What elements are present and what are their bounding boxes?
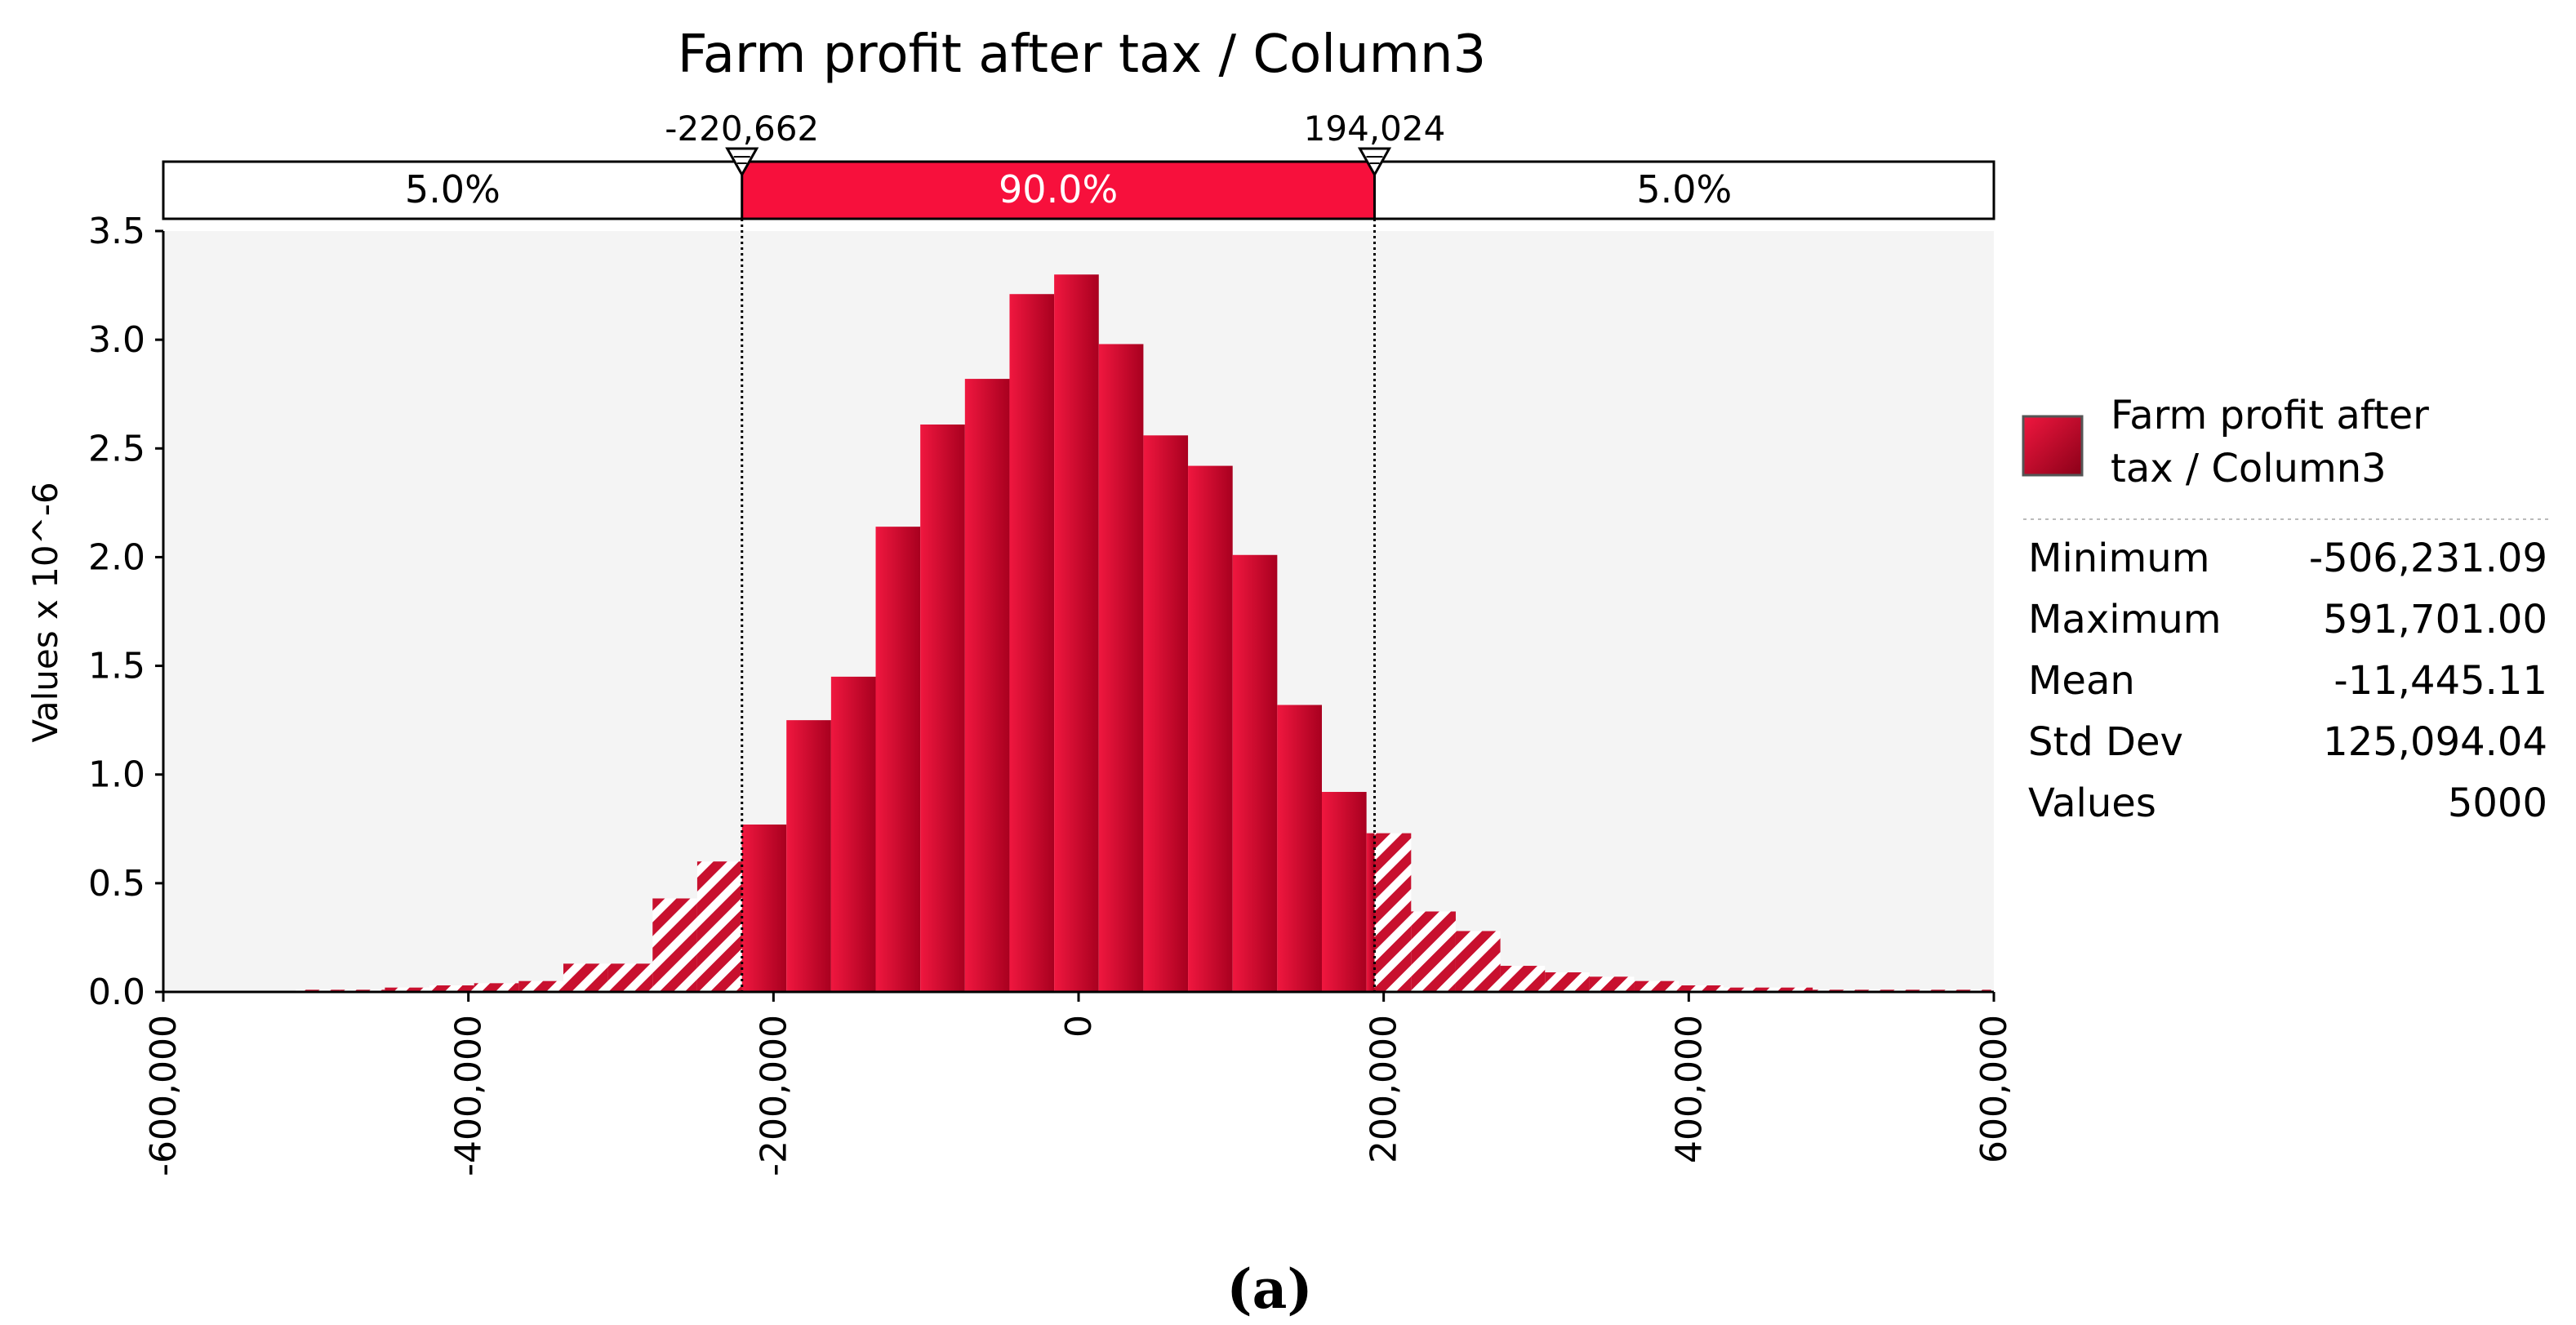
histogram-bar — [563, 963, 608, 992]
histogram-bar — [1589, 976, 1635, 992]
histogram-bar — [1321, 792, 1367, 992]
statistics-table: Minimum -506,231.09 Maximum 591,701.00 Mean -… — [2028, 536, 2547, 826]
stat-name: Std Dev — [2028, 719, 2183, 765]
y-tick-label: 3.5 — [88, 211, 145, 252]
x-tick-label: -600,000 — [143, 1015, 185, 1176]
histogram-bar — [1277, 705, 1322, 992]
stat-value: -11,445.11 — [2334, 658, 2547, 704]
x-tick-label: 400,000 — [1668, 1015, 1710, 1163]
histogram-bar — [1098, 344, 1144, 992]
legend: Farm profit after tax / Column3 — [2022, 393, 2549, 520]
delimiter-marker-icon — [1357, 147, 1392, 178]
region-percent-label: 5.0% — [405, 167, 501, 211]
stat-name: Mean — [2028, 658, 2135, 704]
legend-series-line-1: Farm profit after — [2111, 393, 2429, 438]
y-tick-label: 2.0 — [88, 536, 145, 578]
histogram-bar — [1374, 833, 1412, 992]
x-tick-label: -200,000 — [753, 1015, 794, 1176]
histogram-bar — [964, 379, 1010, 992]
legend-series-line-2: tax / Column3 — [2111, 446, 2387, 491]
histogram-bar — [1143, 435, 1189, 992]
stat-value: 125,094.04 — [2323, 719, 2547, 765]
legend-swatch — [2022, 415, 2084, 477]
delimiter-value-label: -220,662 — [665, 109, 819, 149]
histogram-bars — [296, 274, 1991, 992]
histogram-bar — [1768, 987, 1813, 992]
stat-name: Maximum — [2028, 597, 2222, 642]
histogram-bar — [429, 985, 474, 992]
stat-value: 591,701.00 — [2323, 597, 2547, 642]
y-tick-label: 1.0 — [88, 754, 145, 796]
stat-value: -506,231.09 — [2309, 536, 2547, 581]
histogram-bar — [696, 861, 742, 992]
chart-title: Farm profit after tax / Column3 — [678, 24, 1486, 85]
x-tick-label: -400,000 — [448, 1015, 490, 1176]
histogram-bar — [786, 720, 831, 992]
histogram-bar — [1411, 911, 1456, 992]
x-tick-label: 200,000 — [1364, 1015, 1405, 1163]
histogram-bar — [830, 676, 876, 992]
histogram-bar — [1232, 554, 1278, 992]
histogram-bar — [1054, 274, 1099, 992]
region-percent-label: 5.0% — [1636, 167, 1732, 211]
axes: 0.0 0.5 1.0 1.5 2.0 2.5 3.0 3.5 -600,000 -400,000… — [88, 211, 2015, 1176]
histogram-bar — [1455, 931, 1501, 992]
histogram-bar — [474, 983, 519, 992]
delimiter-value-label: 194,024 — [1304, 109, 1446, 149]
figure-caption: (a) — [1226, 1257, 1312, 1321]
y-tick-label: 0.0 — [88, 972, 145, 1013]
percentile-band: 5.0% 90.0% 5.0% -220,662 194,024 — [162, 109, 1995, 220]
stat-name: Values — [2028, 780, 2156, 826]
histogram-bar — [920, 424, 965, 992]
y-tick-label: 3.0 — [88, 319, 145, 361]
stat-value: 5000 — [2448, 780, 2547, 826]
histogram-bar — [875, 527, 921, 992]
histogram-bar — [1634, 980, 1680, 992]
histogram-bar — [1545, 972, 1590, 992]
x-tick-label: 0 — [1058, 1015, 1100, 1038]
x-tick-label: 600,000 — [1973, 1015, 2015, 1163]
histogram-bar — [1500, 966, 1546, 992]
histogram-bar — [1366, 833, 1375, 992]
histogram-bar — [1679, 985, 1724, 992]
histogram-bar — [1009, 294, 1055, 992]
histogram-bar — [652, 898, 697, 992]
histogram-bar — [1188, 465, 1233, 992]
y-axis-label: Values x 10^-6 — [25, 482, 65, 742]
y-tick-label: 0.5 — [88, 863, 145, 905]
histogram-bar — [518, 980, 563, 992]
y-tick-label: 2.5 — [88, 428, 145, 469]
y-tick-label: 1.5 — [88, 646, 145, 687]
histogram-bar — [1723, 987, 1768, 992]
region-percent-label: 90.0% — [999, 167, 1118, 211]
delimiter-marker-icon — [725, 147, 759, 178]
band-middle-region — [741, 160, 1377, 220]
histogram-bar — [385, 987, 430, 992]
histogram-bar — [607, 963, 653, 992]
stat-name: Minimum — [2028, 536, 2209, 581]
histogram-bar — [741, 824, 787, 992]
